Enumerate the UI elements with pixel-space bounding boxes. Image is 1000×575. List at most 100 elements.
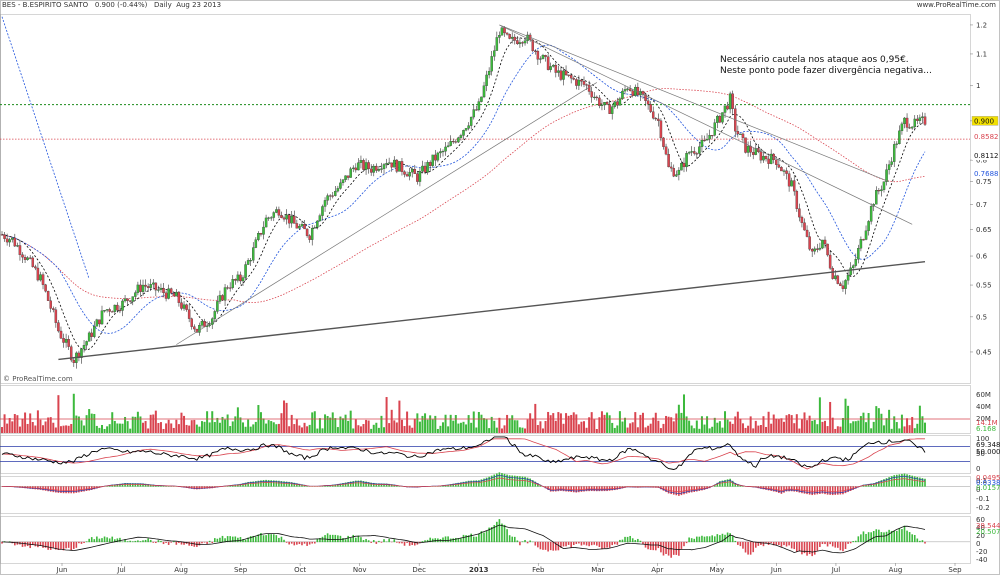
hist-bar [139, 541, 142, 543]
source-link[interactable]: www.ProRealTime.com [916, 1, 996, 9]
macd-bar [778, 486, 780, 493]
macd-bar [337, 483, 339, 487]
candle-body [531, 39, 534, 52]
macd-bar [906, 474, 908, 487]
x-tick-label-4: Oct [294, 566, 306, 574]
volume-bar [675, 413, 678, 433]
candle-body [495, 37, 499, 51]
candle-body [551, 64, 555, 67]
hist-bar [619, 539, 621, 543]
volume-bar [888, 409, 891, 433]
volume-bar [816, 424, 819, 433]
macd-bar [57, 486, 60, 493]
candle-body [172, 293, 176, 297]
hist-bar [765, 541, 767, 543]
macd-bar [119, 483, 121, 487]
volume-bar [300, 427, 303, 433]
volume-bar [449, 414, 452, 433]
hist-bar [708, 536, 711, 543]
hist-bar [78, 541, 80, 544]
hist-bar [116, 538, 119, 543]
hist-bar [265, 535, 267, 543]
volume-bar [616, 425, 619, 433]
candle-body [139, 284, 142, 292]
hist-bar [178, 541, 180, 544]
candle-body [744, 137, 747, 153]
candle-body [900, 123, 904, 132]
macd-bar [129, 483, 131, 487]
hist-bar [460, 538, 462, 543]
volume-bar [465, 424, 468, 433]
candle-body [0, 234, 4, 236]
candle-body [782, 170, 786, 172]
candle-body [828, 254, 832, 269]
volume-bar [226, 414, 229, 433]
volume-bar [588, 417, 591, 433]
candle-body [257, 233, 260, 240]
volume-bar [247, 419, 250, 433]
y-tick-label-1: 1.1 [976, 50, 987, 58]
volume-bar [272, 422, 275, 433]
macd-bar [903, 473, 906, 487]
hist-bar [575, 541, 578, 544]
macd-bar [888, 477, 890, 487]
hist-bar [613, 541, 616, 545]
volume-bar [708, 428, 711, 433]
volume-bar [757, 425, 760, 433]
hist-bar [498, 519, 501, 543]
candle-body [95, 319, 99, 327]
macd-bar [290, 482, 293, 487]
volume-bar [841, 418, 844, 433]
candle-body [8, 239, 11, 243]
volume-bar [106, 426, 109, 433]
hist-bar [372, 540, 375, 543]
candle-body [431, 154, 434, 166]
volume-bar [495, 427, 498, 433]
macd-bar [252, 481, 255, 487]
volume-bar [680, 412, 683, 433]
hist-bar [406, 541, 408, 543]
macd-bar [511, 475, 514, 487]
macd-bar [257, 480, 260, 487]
volume-bar [547, 411, 550, 433]
macd-bar [467, 480, 470, 487]
volume-bar [95, 425, 98, 433]
hist-bar [778, 541, 780, 545]
macd-readout-0: 0.0495 [976, 474, 1000, 482]
candle-body [336, 188, 340, 192]
candle-body [208, 324, 211, 326]
hist-bar [121, 541, 124, 543]
candle-body [513, 36, 517, 41]
hist-bar [147, 538, 149, 543]
volume-bar [216, 417, 219, 433]
volume-bar [239, 417, 242, 433]
hist-bar [737, 541, 739, 545]
hist-bar [862, 531, 865, 543]
hist-bar [549, 541, 552, 551]
candle-body [244, 264, 247, 278]
macd-bar [578, 486, 580, 493]
hist-bar [426, 539, 429, 543]
x-tick-label-5: Nov [353, 566, 367, 574]
moving-average-short [1, 37, 926, 351]
hist-bar [160, 540, 162, 543]
macd-bar [465, 481, 467, 487]
volume-bar [498, 417, 501, 433]
macd-bar [878, 481, 880, 487]
volume-bar [400, 419, 403, 433]
hist-bar [124, 539, 126, 543]
macd-bar [870, 483, 872, 487]
macd-bar [875, 482, 878, 487]
hist-bar [729, 533, 731, 543]
hist-bar [593, 541, 596, 545]
macd-bar [721, 480, 724, 487]
candle-body [44, 284, 47, 292]
hist-bar [503, 524, 506, 543]
volume-bar [844, 398, 847, 433]
volume-bar [544, 420, 547, 433]
candle-body [500, 27, 504, 36]
candle-body [682, 162, 686, 168]
macd-bar [344, 482, 347, 487]
hist-bar [214, 538, 216, 543]
candle-body [885, 169, 888, 182]
